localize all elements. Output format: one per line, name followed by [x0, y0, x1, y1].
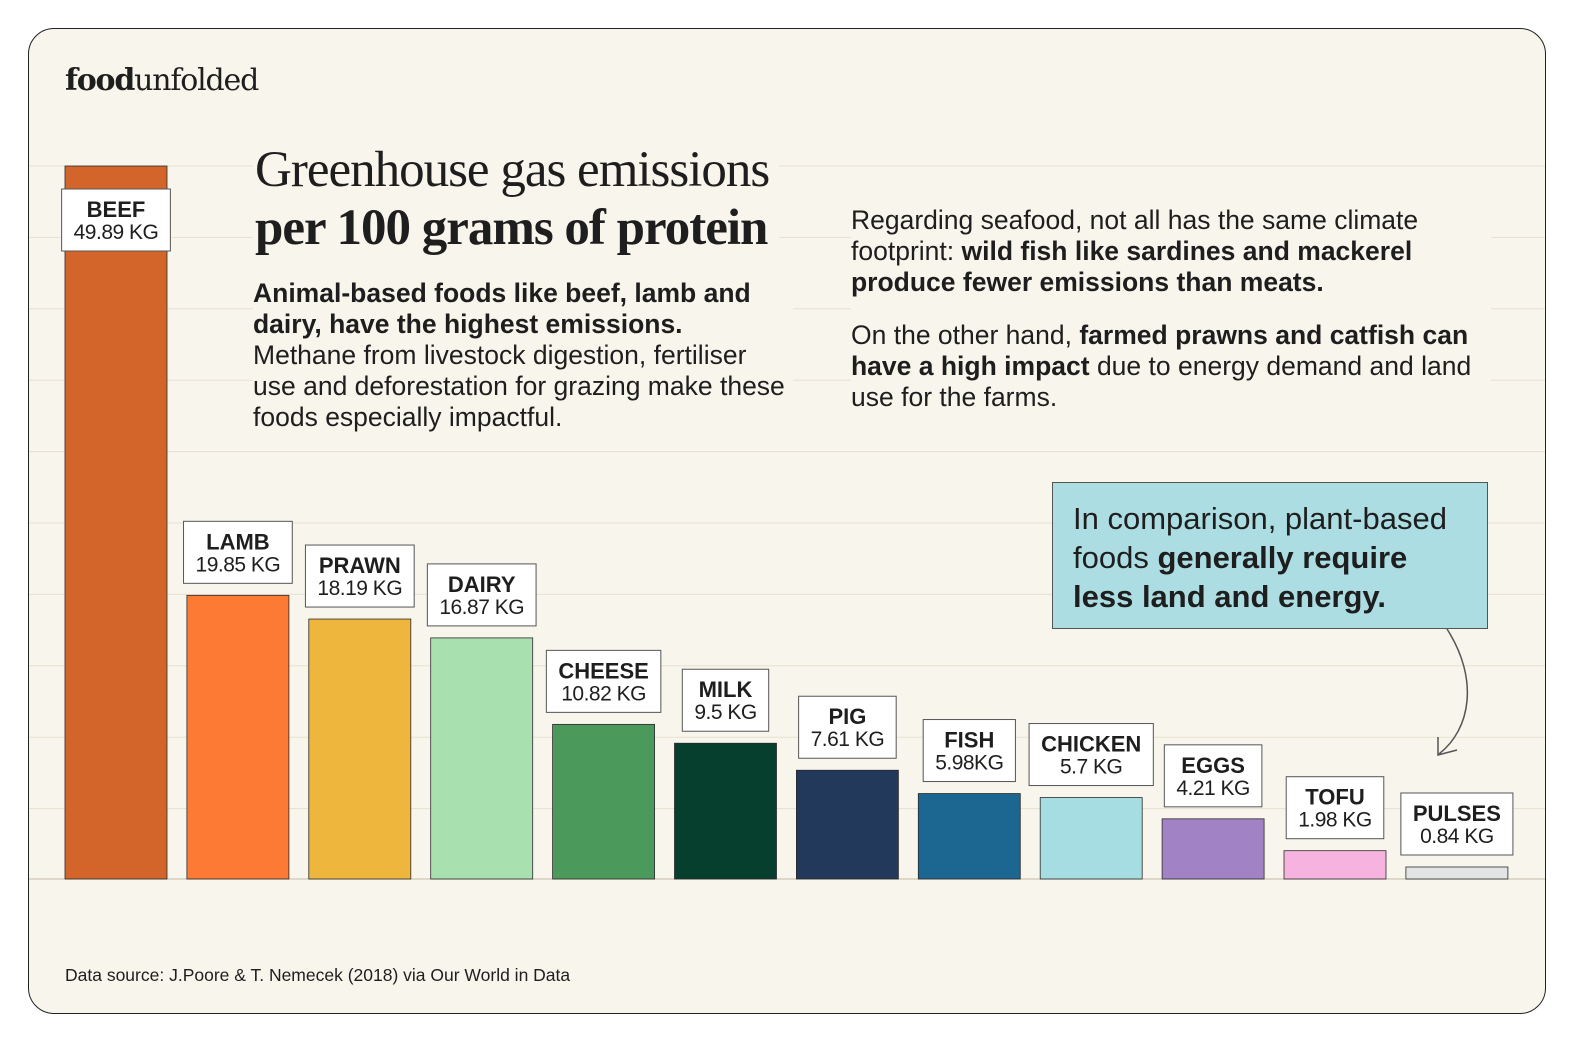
- seafood-p1-bold: wild fish like sardines and mackerel pro…: [851, 236, 1413, 297]
- logo-regular-text: unfolded: [134, 63, 259, 98]
- callout-bold: generally require less land and energy.: [1073, 540, 1408, 614]
- bar-category-label: BEEF: [87, 197, 146, 222]
- bar-value-label: 49.89 KG: [74, 221, 159, 244]
- label-box: [681, 668, 770, 732]
- label-box: [426, 563, 537, 627]
- seafood-p2-regular-a: On the other hand,: [851, 320, 1080, 350]
- page-title: Greenhouse gas emissions per 100 grams o…: [253, 141, 780, 261]
- label-box: [1400, 792, 1514, 856]
- bar-value-label: 5.7 KG: [1060, 756, 1122, 779]
- bar-category-label: FISH: [944, 728, 994, 753]
- bar-category-label: EGGS: [1181, 753, 1245, 778]
- label-box: [183, 520, 293, 584]
- bar-cheese: [552, 723, 655, 880]
- title-line-2: per 100 grams of protein: [255, 200, 768, 256]
- bar-pulses: [1405, 866, 1509, 880]
- bar-fish: [917, 793, 1021, 880]
- label-box: [1163, 744, 1263, 808]
- seafood-paragraph-1: Regarding seafood, not all has the same …: [851, 205, 1491, 298]
- seafood-p1-regular: Regarding seafood, not all has the same …: [851, 205, 1419, 266]
- bar-milk: [674, 742, 777, 880]
- bar-category-label: MILK: [699, 677, 753, 702]
- animal-foods-bold: Animal-based foods like beef, lamb and d…: [253, 278, 751, 339]
- label-box: [798, 695, 897, 759]
- callout-arrowhead-icon: [1437, 737, 1458, 756]
- animal-foods-regular: Methane from livestock digestion, fertil…: [253, 340, 785, 432]
- bar-value-label: 16.87 KG: [439, 596, 524, 619]
- bar-value-label: 18.19 KG: [317, 577, 402, 600]
- bar-category-label: CHICKEN: [1041, 732, 1141, 757]
- bar-category-label: TOFU: [1305, 785, 1364, 810]
- label-box: [61, 188, 171, 252]
- bar-beef: [64, 165, 168, 880]
- label-box: [1028, 723, 1154, 787]
- callout-arrow-icon: [1438, 628, 1469, 755]
- seafood-p2-bold: farmed prawns and catfish can have a hig…: [851, 320, 1469, 381]
- bar-prawn: [308, 618, 412, 880]
- data-source: Data source: J.Poore & T. Nemecek (2018)…: [65, 965, 571, 985]
- label-box: [304, 544, 415, 608]
- bar-lamb: [186, 594, 290, 880]
- infographic-card: BEEF 49.89 KG LAMB 19.85 KG PRAWN 18.19 KG DAI…: [28, 28, 1546, 1014]
- bar-value-label: 9.5 KG: [694, 701, 756, 724]
- bar-category-label: PIG: [828, 704, 866, 729]
- seafood-p2-regular-b: due to energy demand and land use for th…: [851, 351, 1472, 412]
- label-box: [545, 649, 662, 713]
- seafood-text: Regarding seafood, not all has the same …: [851, 205, 1491, 435]
- bars: [64, 165, 1509, 880]
- title-line-1: Greenhouse gas emissions: [255, 142, 770, 198]
- foodunfolded-logo: foodunfolded: [65, 63, 259, 98]
- bar-value-label: 7.61 KG: [811, 728, 885, 751]
- callout-regular: In comparison, plant-based foods: [1073, 501, 1447, 575]
- bar-category-label: PULSES: [1413, 801, 1501, 826]
- bar-value-label: 4.21 KG: [1176, 777, 1250, 800]
- bar-pig: [796, 769, 899, 880]
- bar-value-label: 19.85 KG: [196, 553, 281, 576]
- bar-eggs: [1161, 818, 1265, 880]
- bar-category-label: PRAWN: [319, 553, 401, 578]
- label-box: [1285, 776, 1385, 840]
- logo-bold-text: food: [65, 63, 135, 98]
- bar-dairy: [430, 637, 534, 880]
- bar-category-label: CHEESE: [558, 658, 648, 683]
- seafood-paragraph-2: On the other hand, farmed prawns and cat…: [851, 320, 1491, 413]
- bar-tofu: [1283, 850, 1387, 880]
- bar-category-label: LAMB: [206, 529, 270, 554]
- label-box: [922, 719, 1016, 783]
- bar-value-label: 1.98 KG: [1298, 809, 1372, 832]
- plant-based-callout: In comparison, plant-based foods general…: [1052, 482, 1488, 629]
- bar-value-label: 0.84 KG: [1420, 825, 1494, 848]
- bar-value-label: 10.82 KG: [561, 682, 646, 705]
- bar-category-label: DAIRY: [448, 572, 516, 597]
- bar-chicken: [1039, 797, 1143, 880]
- bar-value-label: 5.98KG: [935, 752, 1003, 775]
- animal-foods-text: Animal-based foods like beef, lamb and d…: [253, 278, 793, 433]
